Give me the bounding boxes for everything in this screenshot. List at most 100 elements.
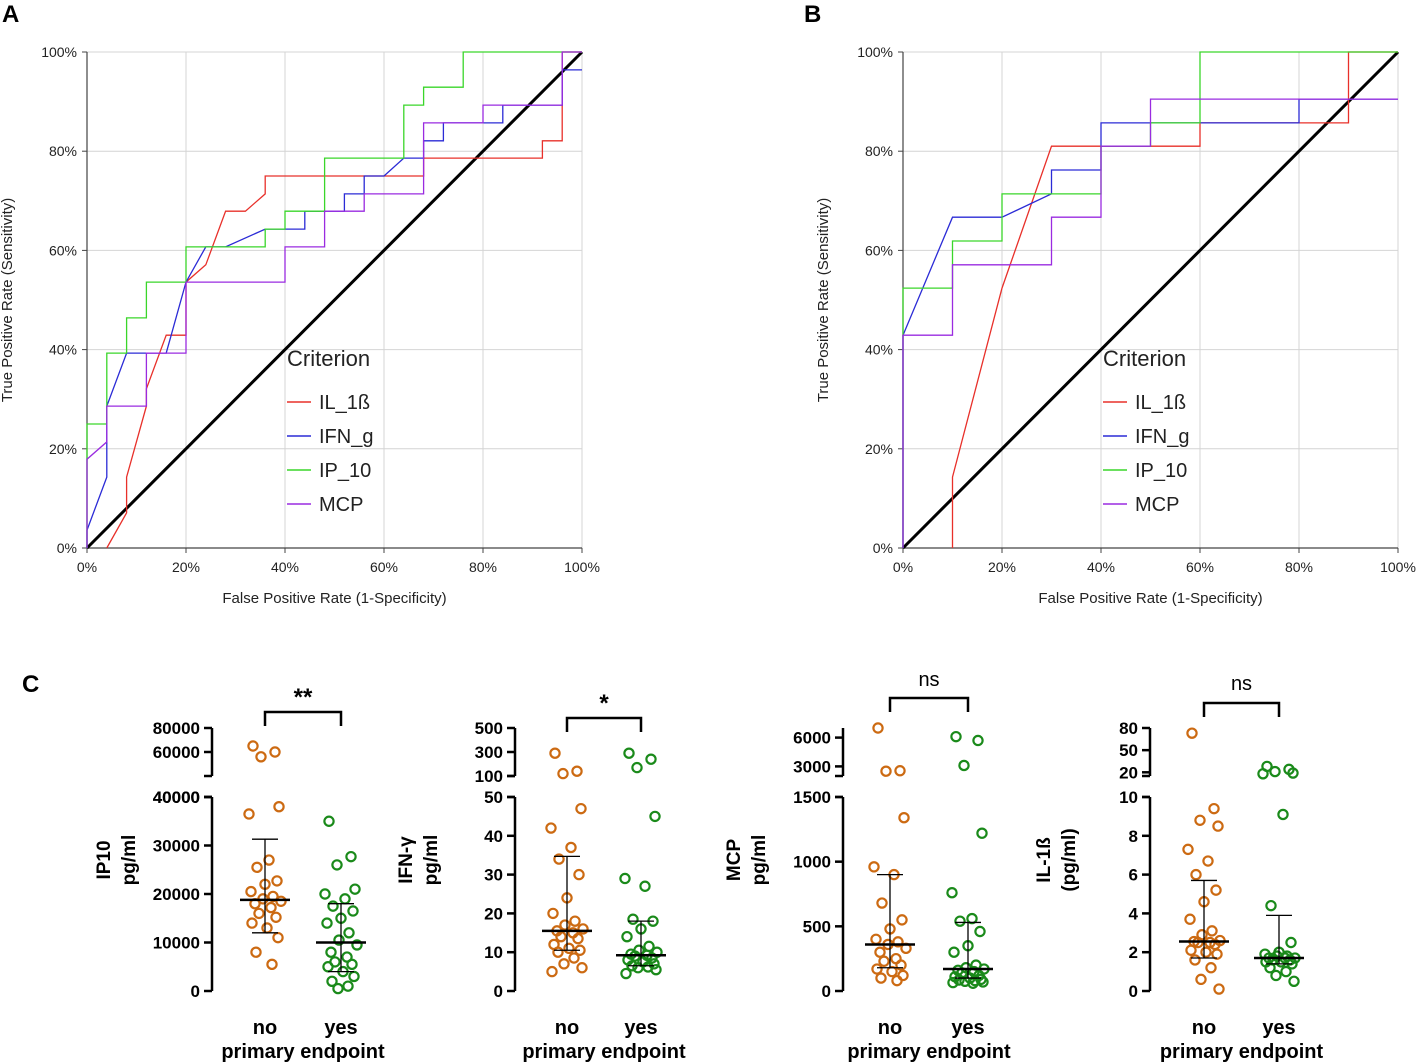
significance-bracket <box>263 710 343 726</box>
data-point <box>892 936 904 948</box>
y-tick-label: 40% <box>49 342 77 358</box>
roc-plot-a: 0% 20% 40% 60% 80% 100% 0% 20% 40% 60% 80% 100% Fals… <box>0 44 600 607</box>
data-point <box>646 952 658 964</box>
x-axis-title: False Positive Rate (1-Specificity) <box>1038 590 1262 607</box>
y-tick-label: 500 <box>803 917 831 936</box>
y-axis-title: True Positive Rate (Sensitivity) <box>815 198 832 403</box>
scatter-subplot-il1b: 0 2 4 6 8 10 20 50 80 IL-1ß (pg/ml) ns no yesprimary … <box>1034 673 1324 1062</box>
y-tick-label: 50 <box>484 788 503 807</box>
category-label: yes <box>1262 1017 1295 1039</box>
data-point <box>648 958 660 970</box>
x-tick-label: 80% <box>1285 559 1313 575</box>
y-tick-label: 4 <box>1129 904 1139 923</box>
data-point <box>272 931 284 944</box>
data-point <box>1212 820 1224 832</box>
data-point <box>1190 868 1202 881</box>
data-point <box>1257 768 1269 780</box>
data-point <box>632 962 644 974</box>
y-tick-label: 80% <box>865 143 893 159</box>
scatter-subplot-mcp: 0 500 1000 1500 3000 6000 MCP pg/ml ns no yesprima… <box>724 669 1011 1062</box>
group-no <box>865 722 915 987</box>
legend-title: Criterion <box>1103 346 1186 371</box>
y-tick-label: 100% <box>41 44 77 60</box>
data-point <box>1277 808 1289 821</box>
data-point <box>874 946 886 958</box>
y-tick-label: 80 <box>1119 719 1138 738</box>
y-tick-label: 100 <box>475 767 503 786</box>
data-point <box>327 900 339 912</box>
data-point <box>346 958 358 971</box>
data-point <box>947 976 959 989</box>
data-point <box>557 767 569 780</box>
y-tick-label: 10 <box>1119 788 1138 807</box>
data-point <box>645 753 657 765</box>
data-point <box>1184 913 1196 925</box>
data-point <box>331 859 343 871</box>
data-point <box>266 958 278 971</box>
data-point <box>321 917 333 929</box>
legend-label: IP_10 <box>1135 460 1187 482</box>
data-point <box>1205 962 1217 974</box>
data-point <box>558 958 570 970</box>
data-point <box>948 946 960 958</box>
data-point <box>976 827 988 839</box>
y-tick-label: 6 <box>1129 866 1138 885</box>
data-point <box>950 730 962 743</box>
data-point <box>954 915 966 927</box>
x-tick-label: 0% <box>893 559 913 575</box>
data-point <box>1269 765 1281 778</box>
y-tick-label: 2 <box>1129 943 1138 962</box>
diagonal-reference-line <box>85 50 584 550</box>
panel-c-scatter: C 010000200003000040000400006000080000IP… <box>22 669 1324 1062</box>
significance-label: ns <box>918 669 939 691</box>
data-point <box>261 922 273 934</box>
group-yes <box>943 730 993 989</box>
legend-label: IFN_g <box>1135 426 1189 448</box>
data-point <box>875 972 887 984</box>
x-axis-title: False Positive Rate (1-Specificity) <box>222 590 446 607</box>
category-label: no <box>1192 1017 1216 1039</box>
data-point <box>563 942 575 955</box>
data-point <box>1195 973 1207 986</box>
data-point <box>323 815 335 827</box>
y-tick-label: 10 <box>484 943 503 962</box>
y-tick-label: 0% <box>57 540 77 556</box>
category-label: no <box>253 1017 277 1039</box>
data-point <box>953 974 965 986</box>
y-tick-label: 40000 <box>153 788 200 807</box>
y-tick-label: 20% <box>865 441 893 457</box>
data-point <box>270 911 282 923</box>
y-axis-title: pg/ml <box>749 835 770 886</box>
x-tick-label: 100% <box>564 559 600 575</box>
panel-b-letter: B <box>804 1 821 28</box>
data-point <box>870 933 882 945</box>
y-tick-label: 40 <box>484 827 503 846</box>
y-tick-label: 1500 <box>793 788 831 807</box>
data-point <box>894 765 906 777</box>
y-tick-label: 20 <box>484 904 503 923</box>
roc-curve-ifn-g <box>902 98 1398 548</box>
y-tick-label: 0 <box>494 982 503 1001</box>
data-point <box>251 861 263 874</box>
data-point <box>345 850 357 863</box>
significance-bracket <box>565 716 643 732</box>
data-point <box>1287 767 1299 779</box>
data-point <box>1185 944 1197 956</box>
data-point <box>623 747 635 759</box>
data-point <box>1285 936 1297 949</box>
legend-label: MCP <box>319 494 363 516</box>
data-point <box>246 917 258 929</box>
significance-label: * <box>599 690 609 717</box>
significance-label: ns <box>1231 673 1252 695</box>
roc-plot-b: 0% 20% 40% 60% 80% 100% 0% 20% 40% 60% 80% 100% Fals… <box>815 44 1416 607</box>
y-tick-label: 60% <box>49 242 77 258</box>
x-tick-label: 60% <box>1186 559 1214 575</box>
data-point <box>1200 946 1212 958</box>
y-tick-label: 300 <box>475 743 503 762</box>
data-point <box>347 905 359 917</box>
y-tick-label: 3000 <box>793 757 831 776</box>
data-point <box>886 965 898 978</box>
y-axis-title: IFN-γ <box>396 836 417 884</box>
data-point <box>621 930 633 943</box>
data-point <box>958 759 970 772</box>
